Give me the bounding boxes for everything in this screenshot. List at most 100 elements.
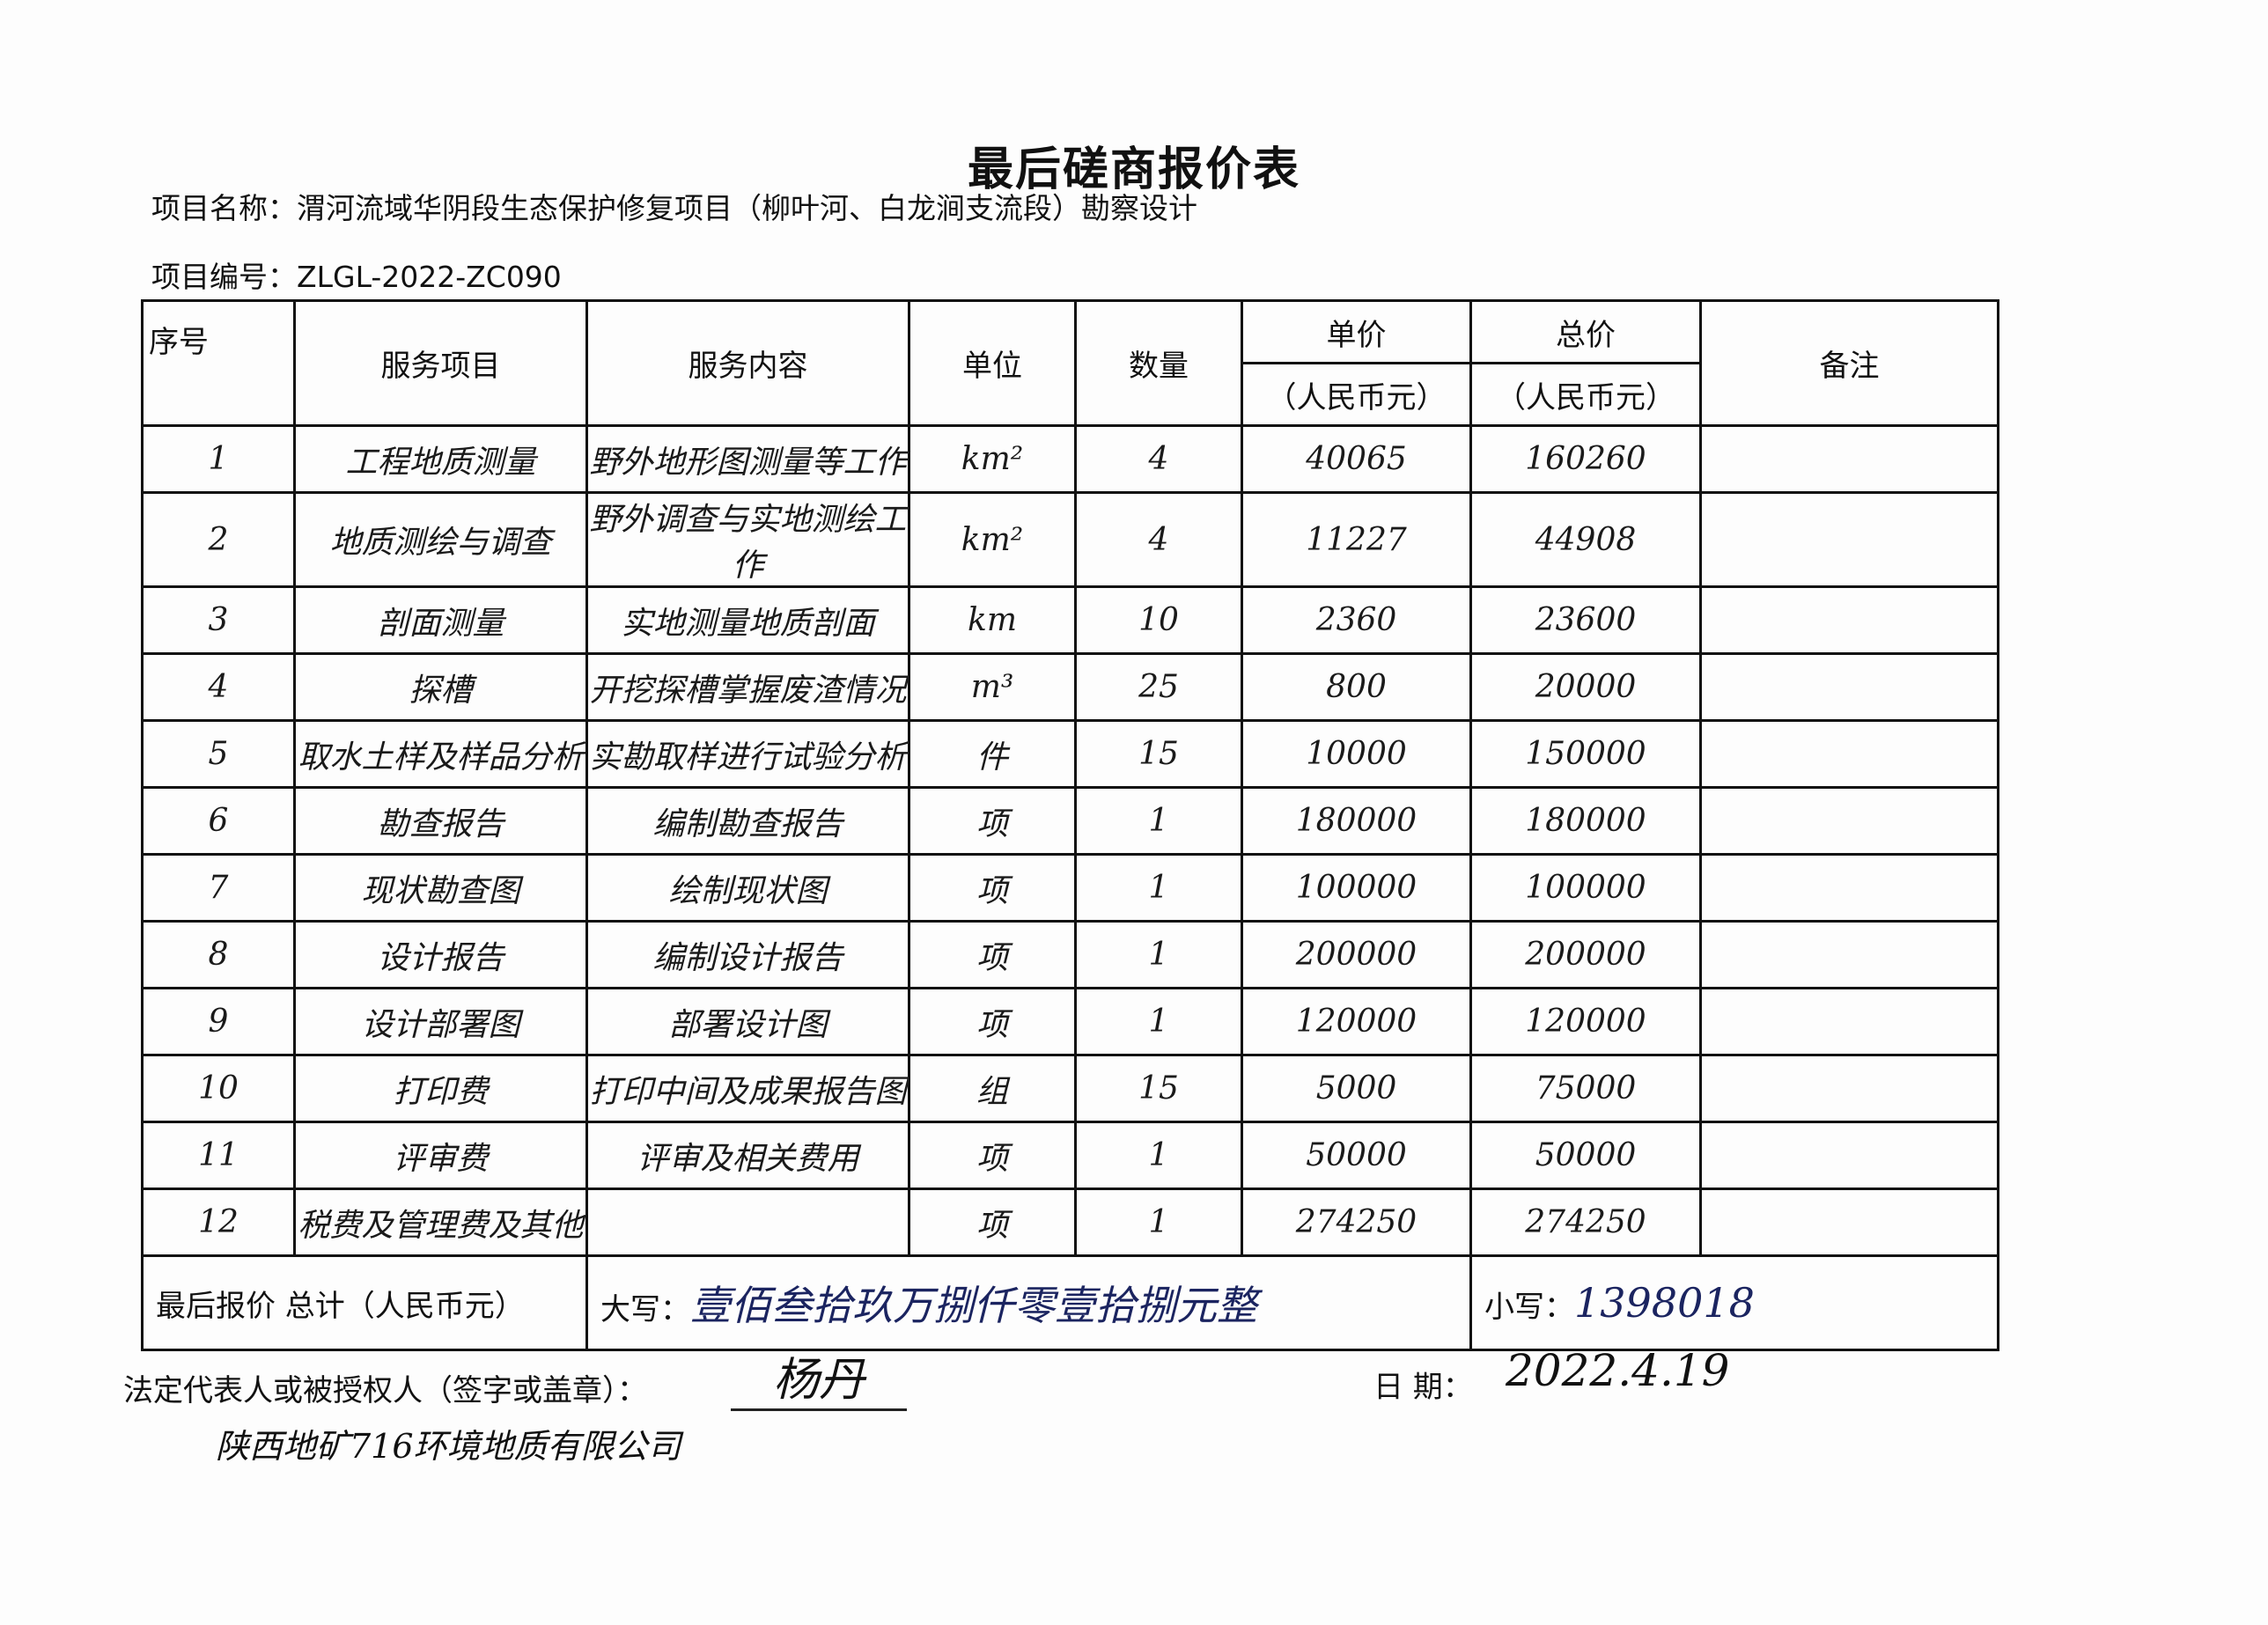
cell-total: 50000 [1469,1121,1702,1190]
cell-unit: km² [908,491,1077,588]
cell-item: 探槽 [293,652,588,722]
cell-remark [1699,652,1999,722]
cell-remark [1699,719,1999,789]
header-total-price: 总价 [1469,299,1702,364]
cell-unit-price: 50000 [1241,1121,1472,1190]
cell-total: 274250 [1469,1188,1702,1257]
cell-unit-price: 100000 [1241,853,1472,923]
header-unit-price: 单价 [1241,299,1472,364]
total-row: 最后报价 总计（人民币元） 大写：壹佰叁拾玖万捌仟零壹拾捌元整 小写：13980… [141,1254,1999,1351]
cell-seq: 5 [141,719,296,789]
quote-table: 序号 服务项目 服务内容 单位 数量 单价 总价 备注 （人民币元） （人民币元… [141,299,1999,1351]
table-row: 1 工程地质测量 野外地形图测量等工作 km² 4 40065 160260 [141,424,1999,494]
total-upper-label: 大写： [600,1292,690,1327]
cell-unit-price: 40065 [1241,424,1472,494]
cell-unit: 件 [908,719,1077,789]
cell-unit: 项 [908,1121,1077,1190]
table-row: 10 打印费 打印中间及成果报告图组 15 5000 75000 [141,1054,1999,1123]
cell-unit: 组 [908,1054,1077,1123]
company-name: 陕西地矿716环境地质有限公司 [216,1427,681,1466]
cell-seq: 6 [141,786,296,856]
cell-unit-price: 10000 [1241,719,1472,789]
table-row: 2 地质测绘与调查 野外调查与实地测绘工作 km² 4 11227 44908 [141,491,1999,588]
cell-unit: 项 [908,1188,1077,1257]
cell-total: 75000 [1469,1054,1702,1123]
header-total-price-currency: （人民币元） [1469,362,1702,427]
cell-item: 地质测绘与调查 [293,491,588,588]
date-value: 2022.4.19 [1506,1345,1730,1396]
cell-seq: 12 [141,1188,296,1257]
cell-unit-price: 180000 [1241,786,1472,856]
cell-item: 剖面测量 [293,585,588,655]
cell-seq: 11 [141,1121,296,1190]
cell-seq: 10 [141,1054,296,1123]
signature: 杨丹 [731,1342,907,1411]
cell-remark [1699,786,1999,856]
cell-remark [1699,1188,1999,1257]
cell-content: 打印中间及成果报告图 [585,1054,910,1123]
cell-total: 150000 [1469,719,1702,789]
table-row: 12 税费及管理费及其他项 1 274250 274250 [141,1188,1999,1257]
cell-qty: 4 [1074,424,1243,494]
cell-item: 税费及管理费及其他 [293,1188,588,1257]
header-item: 服务项目 [293,299,588,427]
table-row: 7 现状勘查图 绘制现状图项 1 100000 100000 [141,853,1999,923]
total-lower-label: 小写： [1484,1290,1574,1325]
cell-seq: 4 [141,652,296,722]
cell-unit-price: 274250 [1241,1188,1472,1257]
cell-content: 开挖探槽掌握废渣情况 [585,652,910,722]
cell-item: 勘查报告 [293,786,588,856]
cell-item: 评审费 [293,1121,588,1190]
table-row: 9 设计部署图 部署设计图项 1 120000 120000 [141,987,1999,1056]
cell-item: 工程地质测量 [293,424,588,494]
total-label: 最后报价 总计（人民币元） [141,1254,588,1351]
cell-total: 180000 [1469,786,1702,856]
cell-seq: 7 [141,853,296,923]
header-remark: 备注 [1699,299,1999,427]
legal-representative-label: 法定代表人或被授权人（签字或盖章）： [123,1373,647,1408]
header-unit-price-currency: （人民币元） [1241,362,1472,427]
cell-content: 实地测量地质剖面 [585,585,910,655]
table-row: 5 取水土样及样品分析 实勘取样进行试验分析件 15 10000 150000 [141,719,1999,789]
cell-item: 设计部署图 [293,987,588,1056]
cell-seq: 8 [141,920,296,989]
total-upper: 大写：壹佰叁拾玖万捌仟零壹拾捌元整 [585,1254,1472,1351]
cell-content: 部署设计图 [585,987,910,1056]
cell-remark [1699,1054,1999,1123]
cell-qty: 10 [1074,585,1243,655]
table-row: 6 勘查报告 编制勘查报告项 1 180000 180000 [141,786,1999,856]
cell-qty: 1 [1074,853,1243,923]
cell-content: 编制设计报告 [585,920,910,989]
header-unit: 单位 [908,299,1077,427]
cell-total: 23600 [1469,585,1702,655]
cell-content: 野外地形图测量等工作 [585,424,910,494]
cell-unit: km [908,585,1077,655]
cell-unit-price: 5000 [1241,1054,1472,1123]
cell-unit-price: 120000 [1241,987,1472,1056]
cell-qty: 4 [1074,491,1243,588]
date-label: 日 期： [1373,1370,1473,1405]
cell-unit-price: 800 [1241,652,1472,722]
cell-unit-price: 200000 [1241,920,1472,989]
total-upper-value: 壹佰叁拾玖万捌仟零壹拾捌元整 [690,1282,1257,1329]
cell-content [585,1188,910,1257]
cell-seq: 1 [141,424,296,494]
cell-unit: 项 [908,987,1077,1056]
cell-item: 现状勘查图 [293,853,588,923]
cell-content: 野外调查与实地测绘工作 [585,491,910,588]
header-qty: 数量 [1074,299,1243,427]
cell-remark [1699,920,1999,989]
header-seq: 序号 [141,299,296,427]
table-row: 4 探槽 开挖探槽掌握废渣情况 m³ 25 800 20000 [141,652,1999,722]
cell-seq: 2 [141,491,296,588]
table-row: 8 设计报告 编制设计报告项 1 200000 200000 [141,920,1999,989]
cell-unit-price: 11227 [1241,491,1472,588]
cell-seq: 3 [141,585,296,655]
cell-total: 160260 [1469,424,1702,494]
cell-qty: 25 [1074,652,1243,722]
total-lower-value: 1398018 [1574,1279,1755,1327]
cell-qty: 1 [1074,1188,1243,1257]
cell-total: 20000 [1469,652,1702,722]
cell-remark [1699,585,1999,655]
document-title: 最后磋商报价表 [967,143,1300,196]
